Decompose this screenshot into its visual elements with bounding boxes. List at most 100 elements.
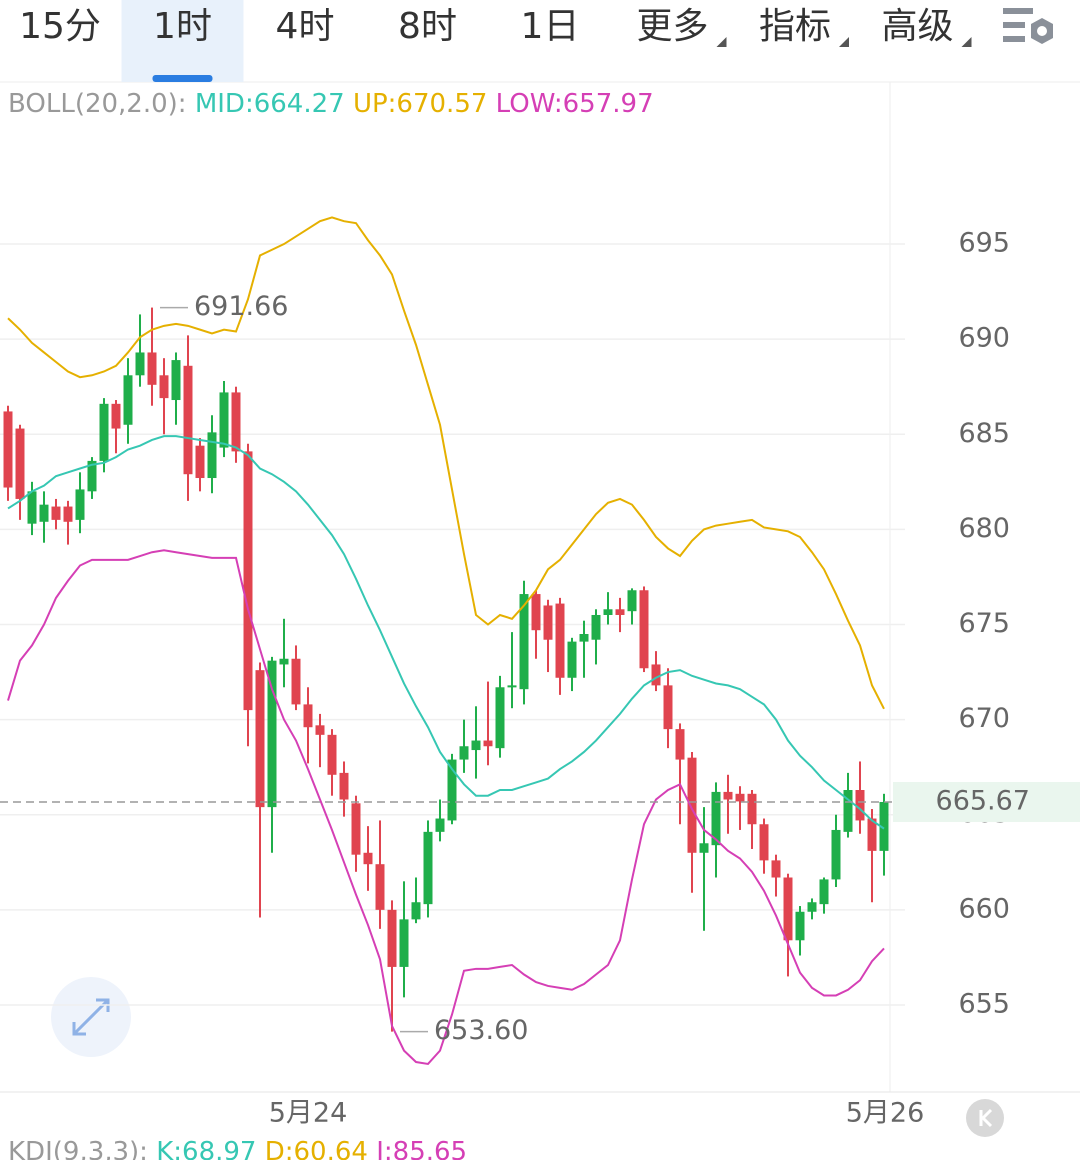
candle-body	[279, 658, 289, 665]
y-tick-label: 675	[958, 608, 1010, 639]
legend-entry: D:60.64	[265, 1137, 368, 1160]
last-price-box	[893, 781, 1080, 822]
legend-entry: J:85.65	[374, 1137, 467, 1160]
footer-legend: KDJ(9,3,3): K:68.97 D:60.64 J:85.65	[8, 1137, 467, 1160]
active-tab-indicator	[152, 75, 213, 82]
legend-entry: LOW:657.97	[496, 89, 654, 119]
candle-body	[855, 790, 865, 821]
candle-body	[123, 375, 133, 425]
candle-body	[147, 352, 157, 385]
tab[interactable]: 更多	[636, 6, 708, 47]
candle-body	[195, 445, 205, 479]
y-tick-label: 670	[958, 703, 1010, 734]
tab[interactable]: 高级	[881, 6, 953, 47]
candle-body	[363, 852, 373, 865]
candle-body	[807, 902, 817, 912]
candle-body	[735, 793, 745, 802]
candle-body	[651, 664, 661, 686]
tab[interactable]: 4时	[276, 6, 335, 47]
expand-button[interactable]	[51, 977, 131, 1057]
candle-body	[663, 685, 673, 730]
candle-body	[327, 734, 337, 775]
candle-body	[831, 829, 841, 880]
annotation: 691.66	[194, 291, 288, 322]
candle-body	[771, 860, 781, 878]
candle-body	[483, 740, 493, 747]
candle-body	[879, 801, 889, 851]
band-line	[7, 549, 885, 1066]
candle-body	[75, 489, 85, 520]
candle-body	[15, 428, 25, 499]
candle-body	[591, 614, 601, 640]
candle-body	[675, 729, 685, 760]
candle-body	[627, 590, 637, 612]
candle-body	[243, 451, 253, 711]
dropdown-caret	[716, 37, 727, 47]
candle-body	[423, 831, 433, 905]
candle-body	[255, 670, 265, 808]
candle-body	[543, 605, 553, 640]
candle-body	[111, 403, 121, 429]
settings-icon[interactable]	[1003, 8, 1053, 44]
legend-entry: UP:670.57	[353, 89, 487, 119]
candle-body	[603, 609, 613, 615]
candle-body	[519, 594, 529, 690]
candle-body	[723, 791, 733, 800]
candle-body	[159, 375, 169, 399]
candle-body	[615, 609, 625, 615]
candle-body	[783, 877, 793, 941]
candle-body	[171, 360, 181, 401]
candle-body	[267, 660, 277, 808]
band-line	[7, 435, 885, 830]
tab[interactable]: 15分	[19, 6, 101, 47]
candle-body	[219, 392, 229, 448]
indicator-label: BOLL(20,2.0):	[8, 89, 187, 119]
candle-body	[135, 352, 145, 376]
active-tab-bg	[121, 0, 244, 82]
x-tick-label: 5月26	[846, 1098, 925, 1129]
candle-body	[495, 687, 505, 749]
candle-body	[87, 460, 97, 492]
last-price-label: 665.67	[936, 785, 1030, 816]
y-tick-label: 685	[958, 418, 1010, 449]
candle-body	[3, 411, 13, 488]
candle-body	[459, 746, 469, 760]
candle-body	[435, 818, 445, 832]
scroll-end-button[interactable]	[966, 1099, 1004, 1137]
candle-body	[375, 864, 385, 910]
candle-body	[27, 491, 37, 524]
candle-body	[819, 879, 829, 905]
dropdown-caret	[961, 37, 972, 47]
y-tick-label: 690	[958, 323, 1010, 354]
tab[interactable]: 指标	[759, 6, 831, 47]
indicator-label: KDJ(9,3,3):	[8, 1137, 148, 1160]
candle-body	[711, 791, 721, 846]
candle-body	[447, 759, 457, 821]
candle-body	[51, 506, 61, 520]
candle-body	[639, 590, 649, 669]
candle-body	[471, 740, 481, 751]
candle-body	[579, 634, 589, 642]
tab[interactable]: 1日	[521, 6, 580, 47]
tab[interactable]: 8时	[398, 6, 457, 47]
band-line	[7, 216, 885, 710]
candle-body	[795, 911, 805, 941]
candle-body	[183, 365, 193, 475]
y-tick-label: 655	[958, 988, 1010, 1019]
candle-body	[63, 506, 73, 522]
candle-body	[303, 704, 313, 728]
candle-body	[867, 818, 877, 851]
candle-body	[699, 843, 709, 853]
candle-body	[759, 824, 769, 861]
legend-entry: K:68.97	[156, 1137, 256, 1160]
candle-body	[507, 685, 517, 688]
candle-body	[39, 504, 49, 522]
candle-body	[687, 757, 697, 853]
candle-body	[99, 403, 109, 461]
candle-body	[231, 392, 241, 452]
candle-body	[843, 790, 853, 832]
candle-body	[315, 725, 325, 735]
y-tick-label: 695	[958, 228, 1010, 259]
tab[interactable]: 1时	[153, 6, 212, 47]
